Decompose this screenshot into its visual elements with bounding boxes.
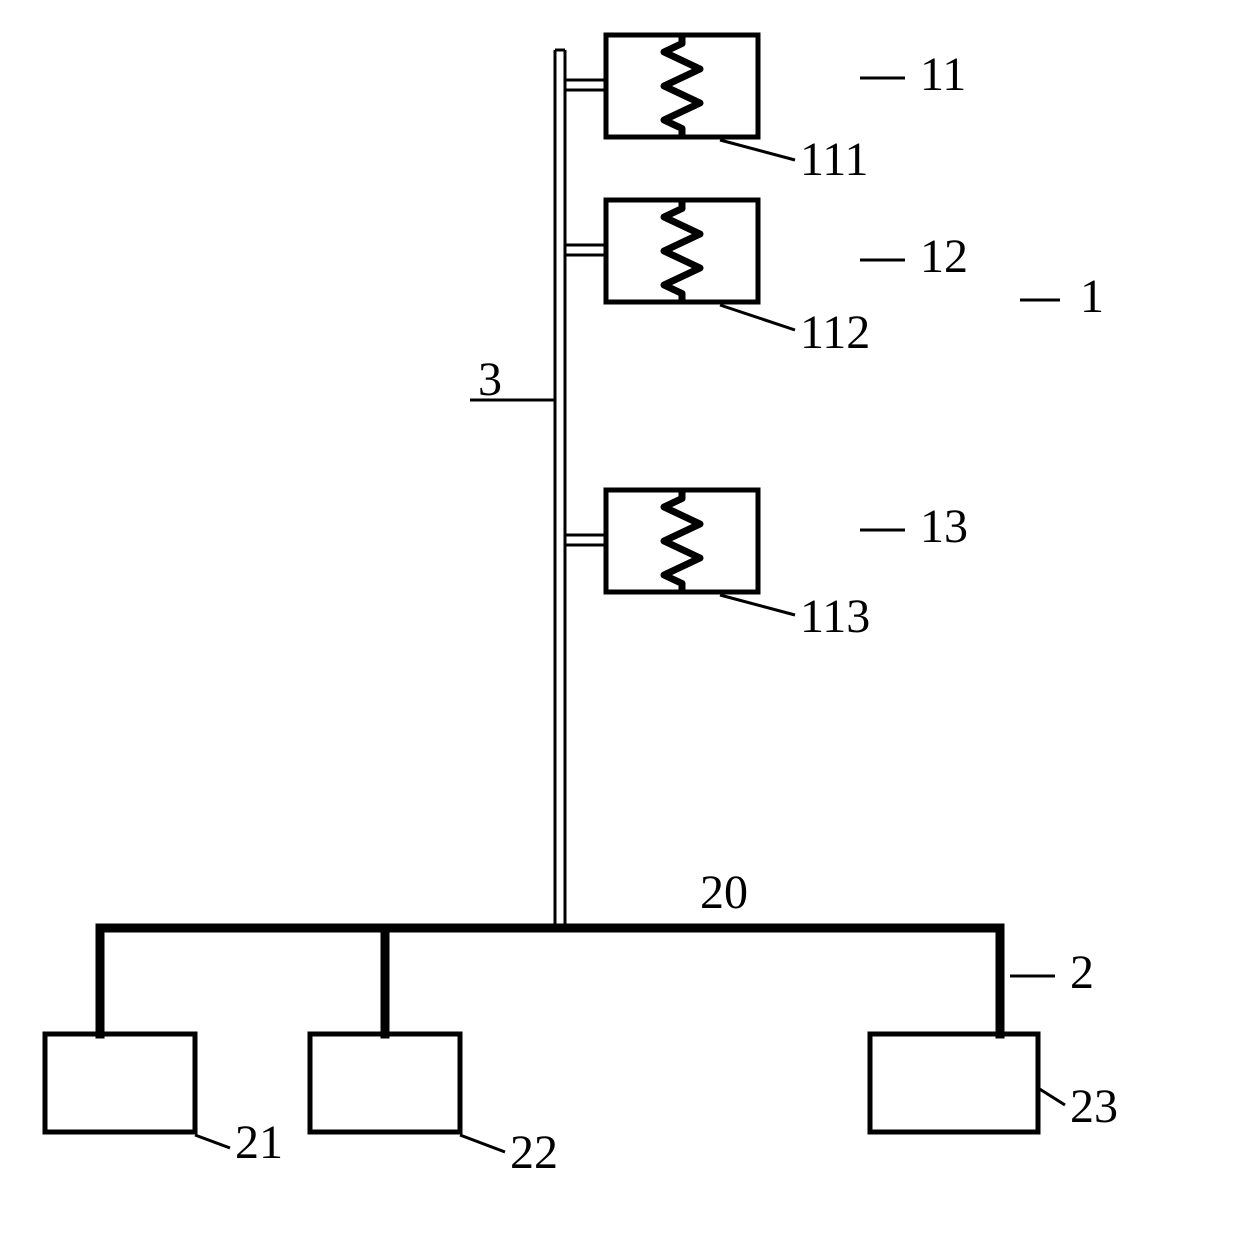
lbl111-leader (720, 140, 795, 160)
lbl3: 3 (478, 353, 502, 406)
lbl1: 1 (1080, 270, 1104, 323)
lbl23-leader (1038, 1088, 1065, 1105)
lbl22: 22 (510, 1126, 558, 1179)
box12 (606, 200, 758, 302)
lbl12: 12 (920, 230, 968, 283)
box23 (870, 1034, 1038, 1132)
lbl22-leader (460, 1135, 505, 1152)
box13-zigzag-icon (664, 490, 700, 592)
lbl113-leader (720, 595, 795, 615)
lbl111: 111 (800, 133, 868, 186)
box11 (606, 35, 758, 137)
box22 (310, 1034, 460, 1132)
lbl2: 2 (1070, 946, 1094, 999)
box12-zigzag-icon (664, 200, 700, 302)
lbl20: 20 (700, 866, 748, 919)
box21 (45, 1034, 195, 1132)
lbl23: 23 (1070, 1080, 1118, 1133)
lbl21-leader (195, 1135, 230, 1148)
lbl113: 113 (800, 590, 870, 643)
lbl11: 11 (920, 48, 966, 101)
lbl21: 21 (235, 1116, 283, 1169)
lbl13: 13 (920, 500, 968, 553)
lbl112-leader (720, 305, 795, 330)
box11-zigzag-icon (664, 35, 700, 137)
box13 (606, 490, 758, 592)
lbl112: 112 (800, 306, 870, 359)
